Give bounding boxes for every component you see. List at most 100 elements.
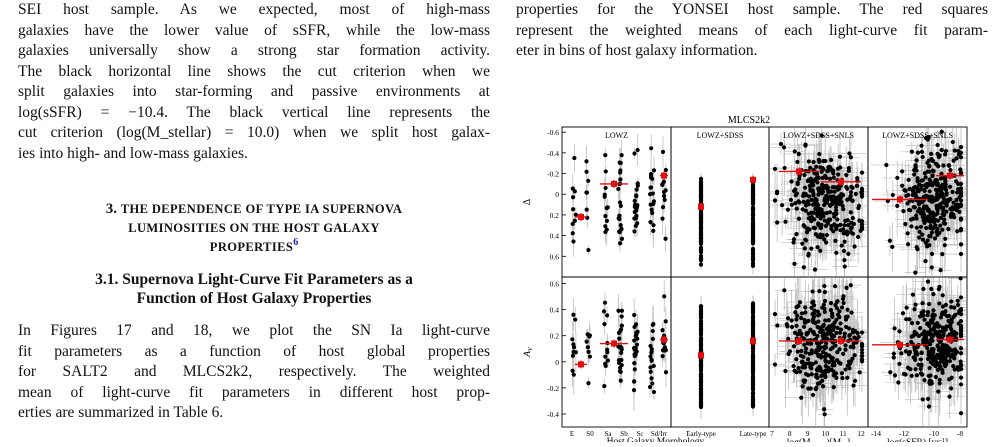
mean-marker bbox=[750, 338, 756, 344]
text-line: In Figures 17 and 18, we plot the SN Ia … bbox=[18, 321, 490, 341]
data-point bbox=[837, 309, 841, 313]
data-point bbox=[699, 234, 703, 238]
data-point bbox=[814, 350, 818, 354]
data-point bbox=[930, 252, 934, 256]
data-point bbox=[662, 190, 666, 194]
data-point bbox=[847, 360, 851, 364]
data-point bbox=[602, 322, 606, 326]
data-point bbox=[846, 223, 850, 227]
data-point bbox=[959, 252, 963, 256]
data-point bbox=[920, 155, 924, 159]
data-point bbox=[824, 341, 828, 345]
data-point bbox=[588, 354, 592, 358]
data-point bbox=[571, 354, 575, 358]
mean-marker bbox=[838, 179, 844, 185]
data-point bbox=[796, 349, 800, 353]
data-point bbox=[840, 305, 844, 309]
text-line: erties are summarized in Table 6. bbox=[18, 403, 490, 423]
data-point bbox=[829, 158, 833, 162]
data-point bbox=[699, 366, 703, 370]
data-point bbox=[802, 173, 806, 177]
data-point bbox=[812, 160, 816, 164]
data-point bbox=[944, 188, 948, 192]
data-point bbox=[783, 220, 787, 224]
data-point bbox=[803, 246, 807, 250]
data-point bbox=[847, 166, 851, 170]
data-point bbox=[827, 318, 831, 322]
data-point bbox=[802, 325, 806, 329]
data-point bbox=[751, 209, 755, 213]
data-point bbox=[652, 364, 656, 368]
data-point bbox=[841, 207, 845, 211]
data-point bbox=[821, 324, 825, 328]
data-point bbox=[793, 310, 797, 314]
data-point bbox=[841, 352, 845, 356]
data-point bbox=[751, 352, 755, 356]
figure-panel bbox=[769, 277, 868, 427]
data-point bbox=[572, 373, 576, 377]
data-point bbox=[942, 213, 946, 217]
data-point bbox=[842, 223, 846, 227]
footnote-link[interactable]: 6 bbox=[293, 237, 298, 248]
data-point bbox=[585, 340, 589, 344]
data-point bbox=[842, 249, 846, 253]
data-point bbox=[632, 313, 636, 317]
data-point bbox=[803, 186, 807, 190]
data-point bbox=[699, 247, 703, 251]
data-point bbox=[699, 221, 703, 225]
data-point bbox=[832, 385, 836, 389]
data-point bbox=[930, 174, 934, 178]
data-point bbox=[823, 290, 827, 294]
data-point bbox=[859, 229, 863, 233]
data-point bbox=[807, 361, 811, 365]
data-point bbox=[949, 211, 953, 215]
data-point bbox=[932, 220, 936, 224]
data-point bbox=[829, 308, 833, 312]
data-point bbox=[812, 201, 816, 205]
text-line: represent the weighted means of each lig… bbox=[516, 21, 988, 41]
data-point bbox=[699, 388, 703, 392]
data-point bbox=[786, 208, 790, 212]
data-point bbox=[840, 376, 844, 380]
data-point bbox=[650, 347, 654, 351]
data-point bbox=[843, 348, 847, 352]
data-point bbox=[606, 358, 610, 362]
data-point bbox=[812, 315, 816, 319]
data-point bbox=[945, 191, 949, 195]
data-point bbox=[794, 370, 798, 374]
data-point bbox=[699, 263, 703, 267]
data-point bbox=[819, 223, 823, 227]
data-point bbox=[843, 264, 847, 268]
data-point bbox=[817, 152, 821, 156]
mean-marker bbox=[750, 177, 756, 183]
data-point bbox=[811, 299, 815, 303]
data-point bbox=[821, 214, 825, 218]
data-point bbox=[924, 226, 928, 230]
data-point bbox=[948, 185, 952, 189]
data-point bbox=[847, 151, 851, 155]
data-point bbox=[926, 238, 930, 242]
data-point bbox=[650, 381, 654, 385]
data-point bbox=[900, 169, 904, 173]
data-point bbox=[813, 226, 817, 230]
data-point bbox=[860, 187, 864, 191]
data-point bbox=[915, 226, 919, 230]
text-line: galaxies have the lower value of sSFR, w… bbox=[18, 21, 490, 41]
data-point bbox=[605, 313, 609, 317]
data-point bbox=[803, 365, 807, 369]
data-point bbox=[779, 142, 783, 146]
data-point bbox=[855, 184, 859, 188]
data-point bbox=[619, 358, 623, 362]
data-point bbox=[825, 201, 829, 205]
data-point bbox=[809, 211, 813, 215]
data-point bbox=[789, 179, 793, 183]
data-point bbox=[818, 381, 822, 385]
data-point bbox=[650, 359, 654, 363]
data-point bbox=[832, 363, 836, 367]
data-point bbox=[845, 376, 849, 380]
data-point bbox=[620, 324, 624, 328]
data-point bbox=[751, 332, 755, 336]
mean-marker bbox=[947, 173, 953, 179]
data-point bbox=[954, 204, 958, 208]
figure-panel bbox=[671, 277, 769, 427]
